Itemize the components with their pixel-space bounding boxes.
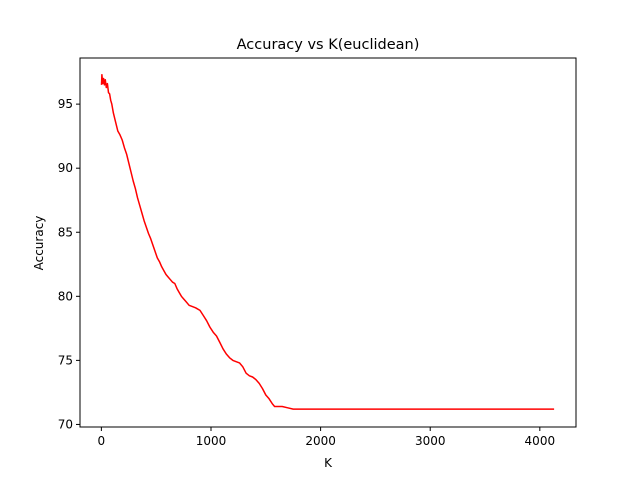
y-tick-label: 75	[58, 353, 73, 367]
plot-frame	[79, 57, 577, 428]
y-tick-label: 85	[58, 225, 73, 239]
y-tick-label: 90	[58, 161, 73, 175]
y-tick-label: 70	[58, 417, 73, 431]
y-tick-label: 80	[58, 289, 73, 303]
axis-ticks: 0 1000 2000 3000 4000 70 75 80 85 90 95	[58, 97, 555, 448]
x-axis-label: K	[324, 456, 333, 470]
x-tick-label: 3000	[415, 434, 446, 448]
y-axis-label: Accuracy	[32, 216, 46, 271]
plot-area	[100, 73, 555, 410]
x-tick-label: 4000	[525, 434, 556, 448]
x-tick-label: 0	[98, 434, 106, 448]
x-tick-label: 1000	[196, 434, 227, 448]
chart-title: Accuracy vs K(euclidean)	[237, 37, 420, 53]
x-tick-label: 2000	[305, 434, 336, 448]
y-tick-label: 95	[58, 97, 73, 111]
series-line-0	[100, 73, 555, 410]
